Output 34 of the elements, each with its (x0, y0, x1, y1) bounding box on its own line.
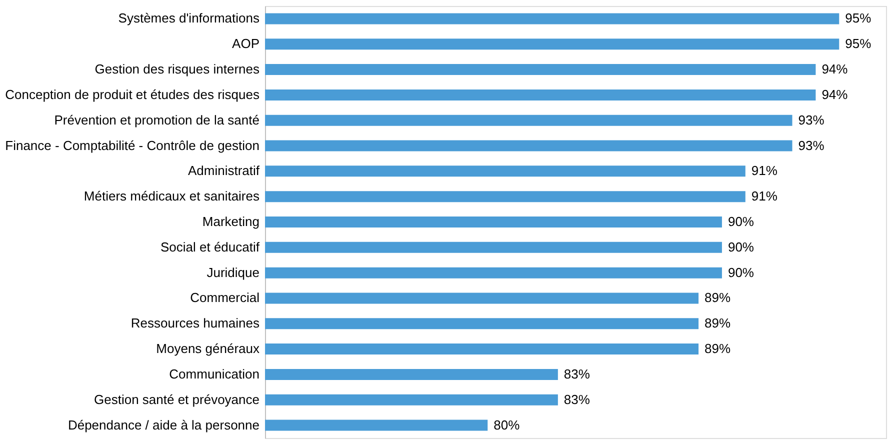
y-tick-label: Gestion santé et prévoyance (94, 392, 260, 407)
y-tick-label: Moyens généraux (156, 341, 260, 356)
data-label: 93% (798, 112, 825, 128)
data-label: 91% (751, 163, 778, 178)
y-tick-label: AOP (232, 36, 260, 52)
y-tick-label: Finance - Comptabilité - Contrôle de gestion (5, 138, 260, 153)
y-tick-label: Communication (169, 366, 260, 382)
data-label: 89% (704, 316, 731, 331)
data-label: 90% (728, 214, 754, 229)
y-tick-label: Systèmes d'informations (118, 10, 260, 26)
data-label: 90% (728, 239, 754, 254)
data-label: 94% (822, 86, 848, 102)
data-label: 83% (564, 366, 590, 382)
data-label: 83% (564, 392, 590, 407)
data-label: 91% (751, 188, 778, 204)
data-label: 94% (822, 62, 848, 77)
y-tick-label: Administratif (188, 163, 260, 178)
y-tick-label: Dépendance / aide à la personne (68, 417, 260, 432)
y-tick-label: Juridique (206, 264, 260, 280)
data-label: 90% (728, 264, 754, 280)
data-label: 93% (798, 138, 825, 153)
data-label: 80% (494, 417, 520, 432)
y-tick-label: Gestion des risques internes (94, 62, 260, 77)
y-tick-label: Ressources humaines (130, 316, 260, 331)
data-label: 95% (845, 10, 872, 26)
y-tick-label: Conception de produit et études des risques (5, 86, 260, 102)
y-tick-label: Prévention et promotion de la santé (54, 112, 260, 128)
y-tick-label: Métiers médicaux et sanitaires (84, 188, 260, 204)
y-tick-label: Social et éducatif (160, 239, 260, 254)
data-label: 95% (845, 36, 872, 52)
data-label: 89% (704, 290, 731, 306)
data-label: 89% (704, 341, 731, 356)
y-tick-label: Marketing (202, 214, 260, 229)
y-tick-label: Commercial (190, 290, 260, 306)
